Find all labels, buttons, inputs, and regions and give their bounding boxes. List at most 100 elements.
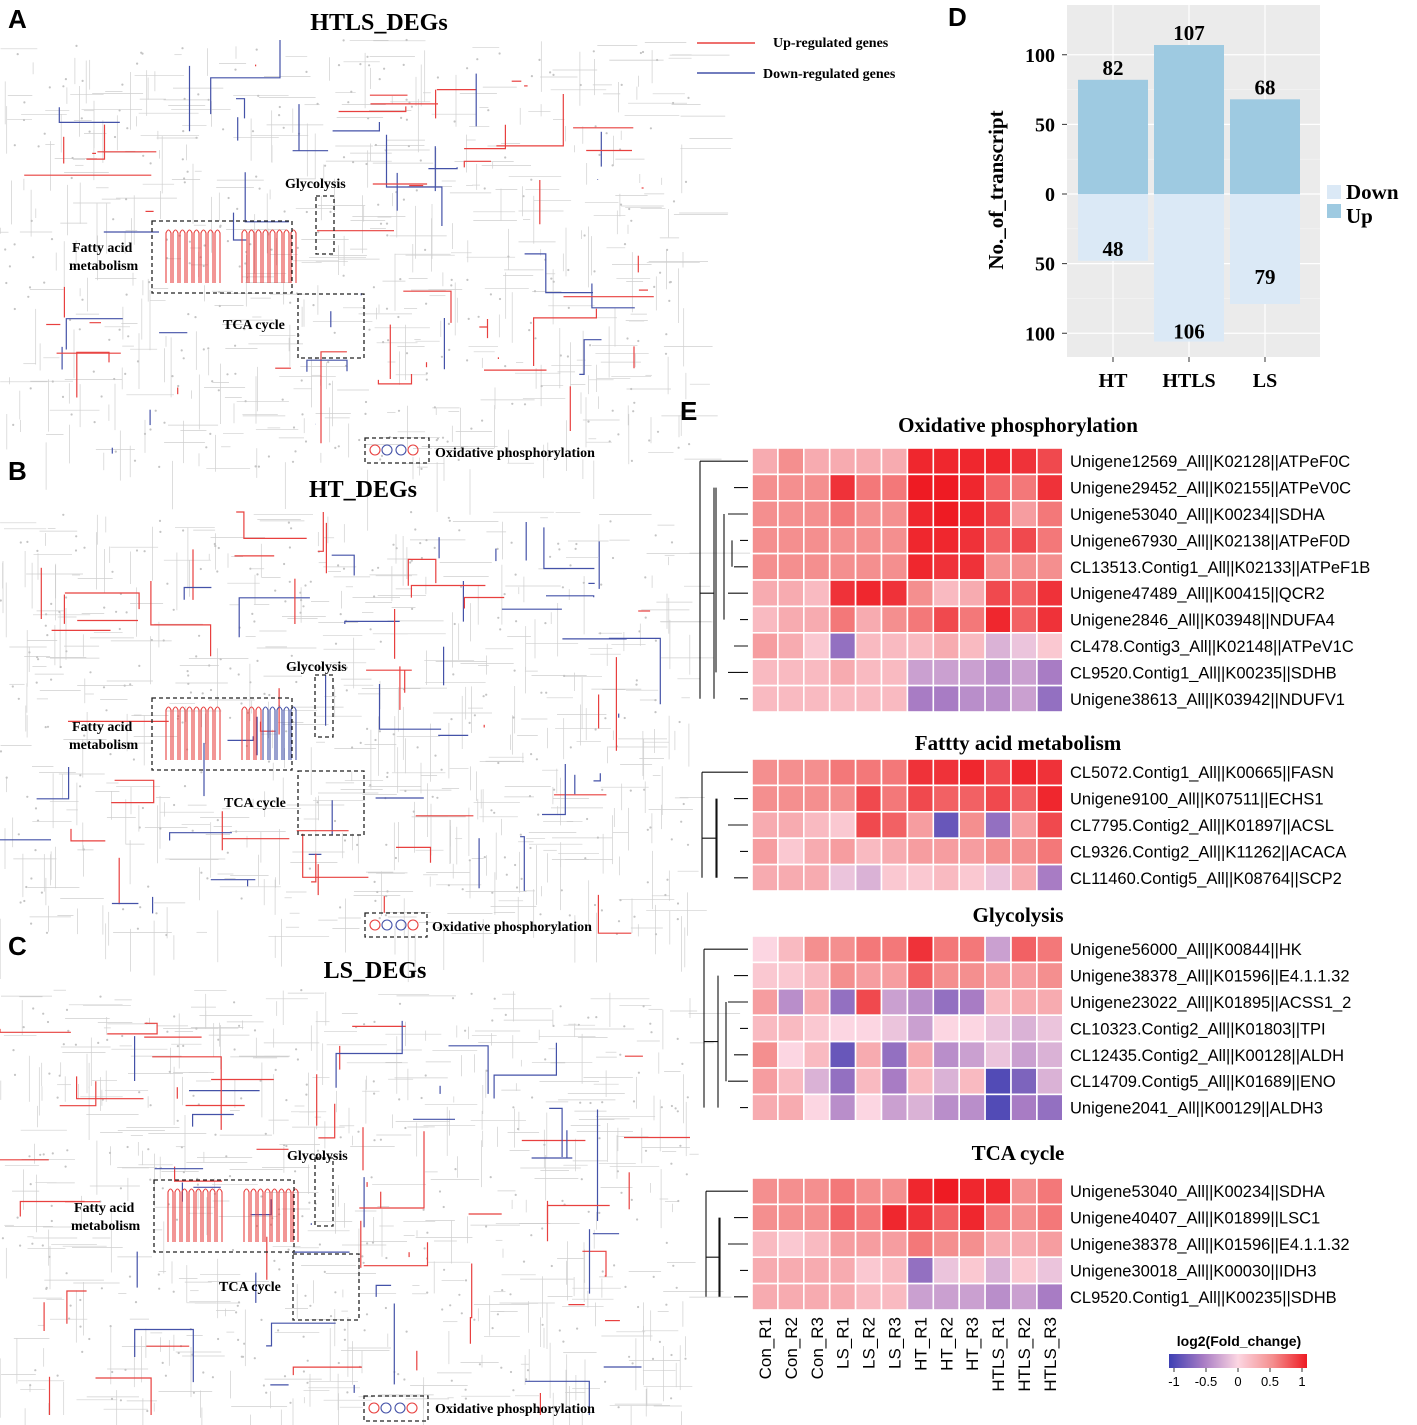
map-node (112, 218, 115, 221)
map-node (637, 339, 640, 343)
down-regulated-edge (134, 1328, 194, 1383)
map-node (670, 541, 674, 544)
map-node (316, 1149, 320, 1152)
map-node (31, 1242, 34, 1245)
heatmap-cell (906, 810, 935, 839)
fatty-acid-loop (243, 1188, 250, 1242)
map-node (511, 402, 514, 405)
heatmap-cell (751, 499, 779, 528)
heatmap-cell (958, 473, 986, 502)
map-node (632, 1100, 636, 1103)
heatmap-cell (802, 810, 831, 839)
map-node (654, 933, 658, 936)
map-node (195, 655, 198, 658)
map-node (363, 1329, 366, 1332)
bar-down-ht (1078, 194, 1148, 261)
heatmap-cell (751, 1203, 779, 1232)
map-node (365, 162, 368, 166)
heatmap-cell (984, 473, 1012, 502)
map-node (583, 234, 586, 237)
map-node (491, 1327, 494, 1330)
dendrogram (699, 460, 748, 700)
map-node (100, 1287, 103, 1290)
map-node (305, 1083, 308, 1086)
map-node (679, 1144, 682, 1147)
heatmap-column-label: HT_R3 (963, 1317, 982, 1371)
fatty-acid-loop (195, 1188, 202, 1242)
heatmap-cell (854, 758, 883, 787)
oxphos-box (364, 437, 430, 464)
map-node (514, 573, 517, 576)
x-tick-label: LS (1253, 370, 1277, 392)
panel-c: C LS_DEGs Glycolysis Fatty acid metaboli… (0, 931, 741, 1425)
map-node (382, 341, 385, 344)
fatty-acid-loop (167, 1188, 174, 1242)
tca-box (297, 293, 365, 359)
heatmap-column-label: HT_R1 (911, 1317, 930, 1371)
map-node (48, 1072, 51, 1075)
map-node (35, 681, 38, 684)
map-node (676, 918, 679, 921)
fatty-acid-loop (276, 706, 283, 760)
map-node (644, 576, 647, 579)
map-node (453, 622, 456, 626)
map-node (118, 328, 121, 331)
map-node (533, 290, 537, 293)
heatmap-cell (880, 1177, 909, 1206)
legend-up-swatch (1327, 204, 1341, 218)
map-node (74, 1043, 77, 1046)
heatmap-row-label: Unigene38378_All||K01596||E4.1.1.32 (1070, 968, 1350, 986)
map-node (226, 851, 229, 854)
fatty-acid-loop (269, 229, 276, 283)
map-node (438, 1190, 442, 1193)
map-node (424, 248, 427, 251)
heatmap-cell (1036, 758, 1064, 787)
map-node (229, 667, 232, 670)
map-node (383, 67, 386, 70)
map-node (684, 1357, 687, 1360)
heatmap-cell (1010, 758, 1038, 787)
down-regulated-edge (448, 1045, 489, 1094)
colorbar-gradient (1169, 1354, 1307, 1368)
up-regulated-edge (464, 124, 506, 150)
map-node (500, 1366, 503, 1369)
map-node (529, 321, 533, 324)
map-node (359, 63, 362, 66)
map-node (654, 639, 658, 642)
map-node (288, 580, 291, 583)
map-node (26, 795, 29, 798)
map-node (670, 1104, 674, 1108)
map-node (65, 650, 68, 653)
map-node (656, 430, 660, 433)
up-regulated-edge (0, 1028, 71, 1033)
map-node (109, 753, 112, 756)
map-node (320, 666, 323, 669)
up-regulated-edge (396, 846, 432, 863)
heatmap-cell (932, 863, 960, 892)
map-node (304, 1294, 307, 1297)
map-node (316, 102, 319, 105)
map-node (115, 610, 118, 613)
down-regulated-edge (493, 1042, 557, 1099)
heatmap-cell (802, 1093, 831, 1122)
map-node (34, 1369, 37, 1372)
map-node (237, 673, 240, 676)
map-node (177, 384, 180, 388)
map-node (501, 1289, 504, 1292)
panel-e-letter: E (680, 396, 697, 426)
map-node (65, 596, 68, 599)
heatmap-cell (984, 1230, 1012, 1259)
map-node (541, 1227, 544, 1230)
map-node (642, 1005, 645, 1008)
heatmap-cell (932, 605, 960, 634)
map-node (362, 1261, 365, 1264)
map-node (397, 315, 400, 319)
map-node (450, 1379, 453, 1382)
map-node (587, 1210, 590, 1213)
heatmap-cell (777, 784, 805, 813)
heatmap-cell (932, 631, 960, 660)
heatmap-cell (802, 605, 831, 634)
heatmap-cell (802, 837, 831, 866)
pathway-map-ht (0, 510, 751, 983)
up-regulated-edge (76, 351, 110, 398)
